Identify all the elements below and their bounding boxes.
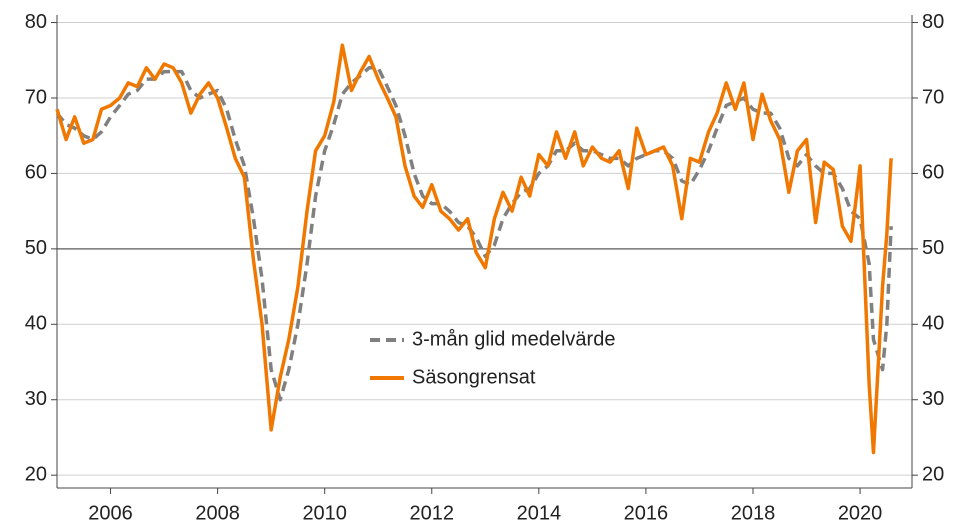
y2-tick-label: 50 bbox=[922, 237, 944, 259]
y-tick-label: 80 bbox=[25, 11, 47, 33]
legend-label: Säsongrensat bbox=[412, 366, 536, 388]
legend-label: 3-mån glid medelvärde bbox=[412, 328, 615, 350]
y2-tick-label: 60 bbox=[922, 162, 944, 184]
y2-tick-label: 70 bbox=[922, 86, 944, 108]
y-tick-label: 20 bbox=[25, 463, 47, 485]
y-tick-label: 30 bbox=[25, 388, 47, 410]
x-tick-label: 2012 bbox=[410, 502, 455, 524]
x-tick-label: 2010 bbox=[302, 502, 347, 524]
x-tick-label: 2020 bbox=[838, 502, 883, 524]
x-tick-label: 2014 bbox=[517, 502, 562, 524]
y2-tick-label: 20 bbox=[922, 463, 944, 485]
y2-tick-label: 30 bbox=[922, 388, 944, 410]
y-tick-label: 70 bbox=[25, 86, 47, 108]
y2-tick-label: 80 bbox=[922, 11, 944, 33]
x-tick-label: 2018 bbox=[731, 502, 776, 524]
x-tick-label: 2016 bbox=[624, 502, 669, 524]
x-tick-label: 2008 bbox=[195, 502, 240, 524]
x-tick-label: 2006 bbox=[88, 502, 133, 524]
y-tick-label: 50 bbox=[25, 237, 47, 259]
y-tick-label: 40 bbox=[25, 313, 47, 335]
y-tick-label: 60 bbox=[25, 162, 47, 184]
series-line bbox=[55, 43, 893, 455]
y2-tick-label: 40 bbox=[922, 313, 944, 335]
